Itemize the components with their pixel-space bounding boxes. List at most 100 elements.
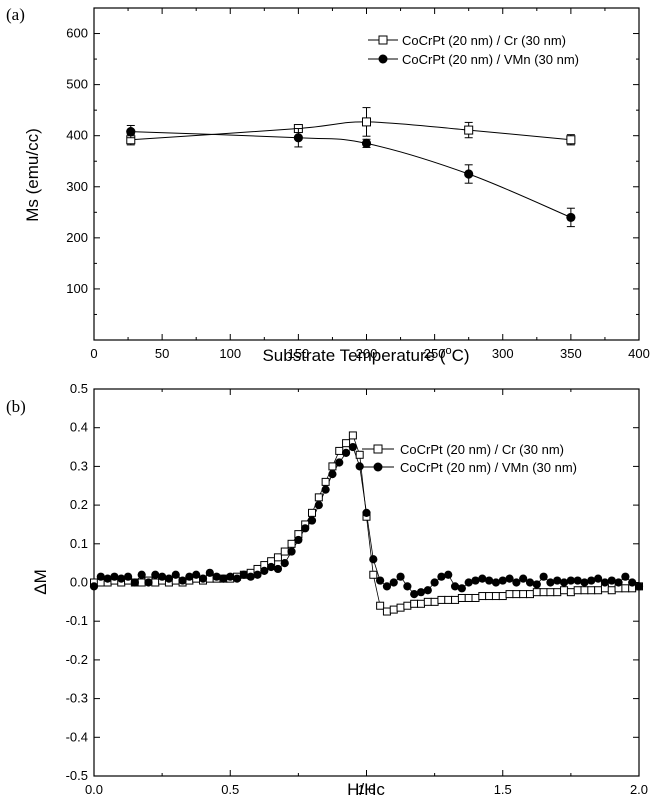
- filled-circle-marker: [151, 570, 160, 579]
- filled-circle-marker: [341, 448, 351, 457]
- open-square-marker: [478, 592, 487, 601]
- filled-circle-marker: [130, 578, 139, 587]
- filled-circle-marker: [89, 582, 99, 591]
- open-square-marker: [444, 595, 453, 604]
- legend-open-square-marker: [373, 444, 383, 454]
- open-square-marker: [594, 586, 603, 595]
- panel-b-legend: CoCrPt (20 nm) / Cr (30 nm) CoCrPt (20 n…: [362, 442, 577, 475]
- filled-circle-marker: [178, 576, 187, 585]
- filled-circle-marker: [410, 590, 419, 599]
- panel-b-label: (b): [6, 397, 26, 416]
- open-square-marker: [457, 593, 466, 602]
- filled-circle-marker: [376, 576, 385, 585]
- open-square-marker: [328, 462, 337, 471]
- legend-label: CoCrPt (20 nm) / VMn (30 nm): [400, 460, 577, 475]
- filled-circle-marker: [267, 562, 276, 572]
- filled-circle-marker: [321, 485, 330, 494]
- filled-circle-marker: [246, 572, 255, 581]
- open-square-marker: [519, 590, 528, 599]
- filled-circle-marker: [416, 588, 426, 597]
- filled-circle-marker: [192, 570, 201, 579]
- filled-circle-marker: [614, 578, 623, 587]
- filled-circle-marker: [457, 584, 466, 593]
- filled-circle-marker: [594, 574, 603, 583]
- y-tick-label: 400: [66, 128, 88, 143]
- filled-circle-marker: [96, 572, 105, 581]
- filled-circle-marker: [362, 508, 371, 517]
- open-square-marker: [498, 592, 507, 601]
- filled-circle-marker: [212, 572, 221, 581]
- filled-circle-marker: [519, 574, 528, 583]
- filled-circle-marker: [126, 127, 136, 137]
- x-tick-label: 200: [356, 346, 378, 361]
- open-square-marker: [403, 601, 412, 610]
- open-square-marker: [587, 586, 596, 595]
- open-square-marker: [389, 605, 398, 614]
- open-square-marker: [287, 539, 296, 548]
- filled-circle-marker: [403, 582, 412, 591]
- panel-b-ticks: 0.0 0.5 1.0 1.5 2.0 -0.5 -0.4 -0.3 -0.2 -0.1 0.0 0.…: [66, 381, 648, 797]
- filled-circle-marker: [566, 212, 576, 223]
- legend-label: CoCrPt (20 nm) / Cr (30 nm): [400, 442, 564, 457]
- filled-circle-marker: [505, 574, 514, 583]
- filled-circle-marker: [361, 138, 372, 148]
- y-tick-label: 100: [66, 281, 88, 296]
- open-square-marker: [308, 508, 316, 517]
- filled-circle-marker: [369, 555, 378, 564]
- filled-circle-marker: [464, 169, 474, 179]
- filled-circle-marker: [512, 578, 521, 587]
- filled-circle-marker: [117, 574, 126, 583]
- open-square-marker: [560, 586, 569, 595]
- open-square-marker: [512, 590, 521, 599]
- open-square-marker: [280, 547, 289, 556]
- filled-circle-marker: [314, 501, 323, 510]
- filled-circle-marker: [600, 578, 610, 587]
- filled-circle-marker: [355, 462, 364, 471]
- open-square-marker: [607, 586, 616, 595]
- y-tick-label: 0.0: [70, 575, 88, 590]
- filled-circle-marker: [280, 559, 289, 568]
- x-tick-label: 0: [90, 346, 97, 361]
- y-tick-label: 600: [66, 26, 88, 41]
- filled-circle-marker: [301, 524, 310, 533]
- y-tick-label: -0.1: [66, 613, 88, 628]
- open-square-marker: [417, 599, 425, 608]
- open-square-marker: [430, 597, 439, 606]
- filled-circle-marker: [185, 572, 194, 581]
- y-tick-label: -0.3: [66, 691, 88, 706]
- filled-circle-marker: [137, 570, 146, 579]
- filled-circle-marker: [444, 570, 453, 579]
- x-tick-label: 250: [424, 346, 446, 361]
- y-tick-label: 0.3: [70, 458, 88, 473]
- open-square-marker: [437, 595, 446, 604]
- x-tick-label: 2.0: [630, 782, 648, 797]
- xlabel-main: Substrate Temperature (: [262, 346, 445, 365]
- filled-circle-marker: [559, 578, 569, 587]
- open-square-marker: [532, 588, 541, 597]
- panel-a-label: (a): [6, 5, 25, 24]
- filled-circle-marker: [273, 564, 283, 574]
- filled-circle-marker: [525, 578, 535, 587]
- open-square-marker: [423, 597, 432, 606]
- filled-circle-marker: [491, 578, 501, 587]
- filled-circle-marker: [573, 576, 582, 585]
- open-square-marker: [410, 599, 419, 608]
- series-line: [130, 121, 571, 141]
- filled-circle-marker: [553, 576, 562, 585]
- filled-circle-marker: [498, 576, 507, 585]
- filled-circle-marker: [164, 574, 174, 583]
- filled-circle-marker: [335, 458, 344, 467]
- filled-circle-marker: [423, 586, 432, 595]
- open-square-marker: [151, 578, 160, 587]
- filled-circle-marker: [382, 582, 392, 591]
- filled-circle-marker: [396, 572, 405, 581]
- y-tick-label: -0.2: [66, 652, 88, 667]
- legend-filled-circle-marker: [378, 54, 388, 64]
- x-tick-label: 50: [155, 346, 169, 361]
- y-tick-label: -0.5: [66, 768, 88, 783]
- filled-circle-marker: [430, 578, 439, 587]
- open-square-marker: [273, 553, 282, 562]
- y-tick-label: 0.5: [70, 381, 88, 396]
- y-tick-label: 0.4: [70, 420, 88, 435]
- filled-circle-marker: [103, 574, 112, 583]
